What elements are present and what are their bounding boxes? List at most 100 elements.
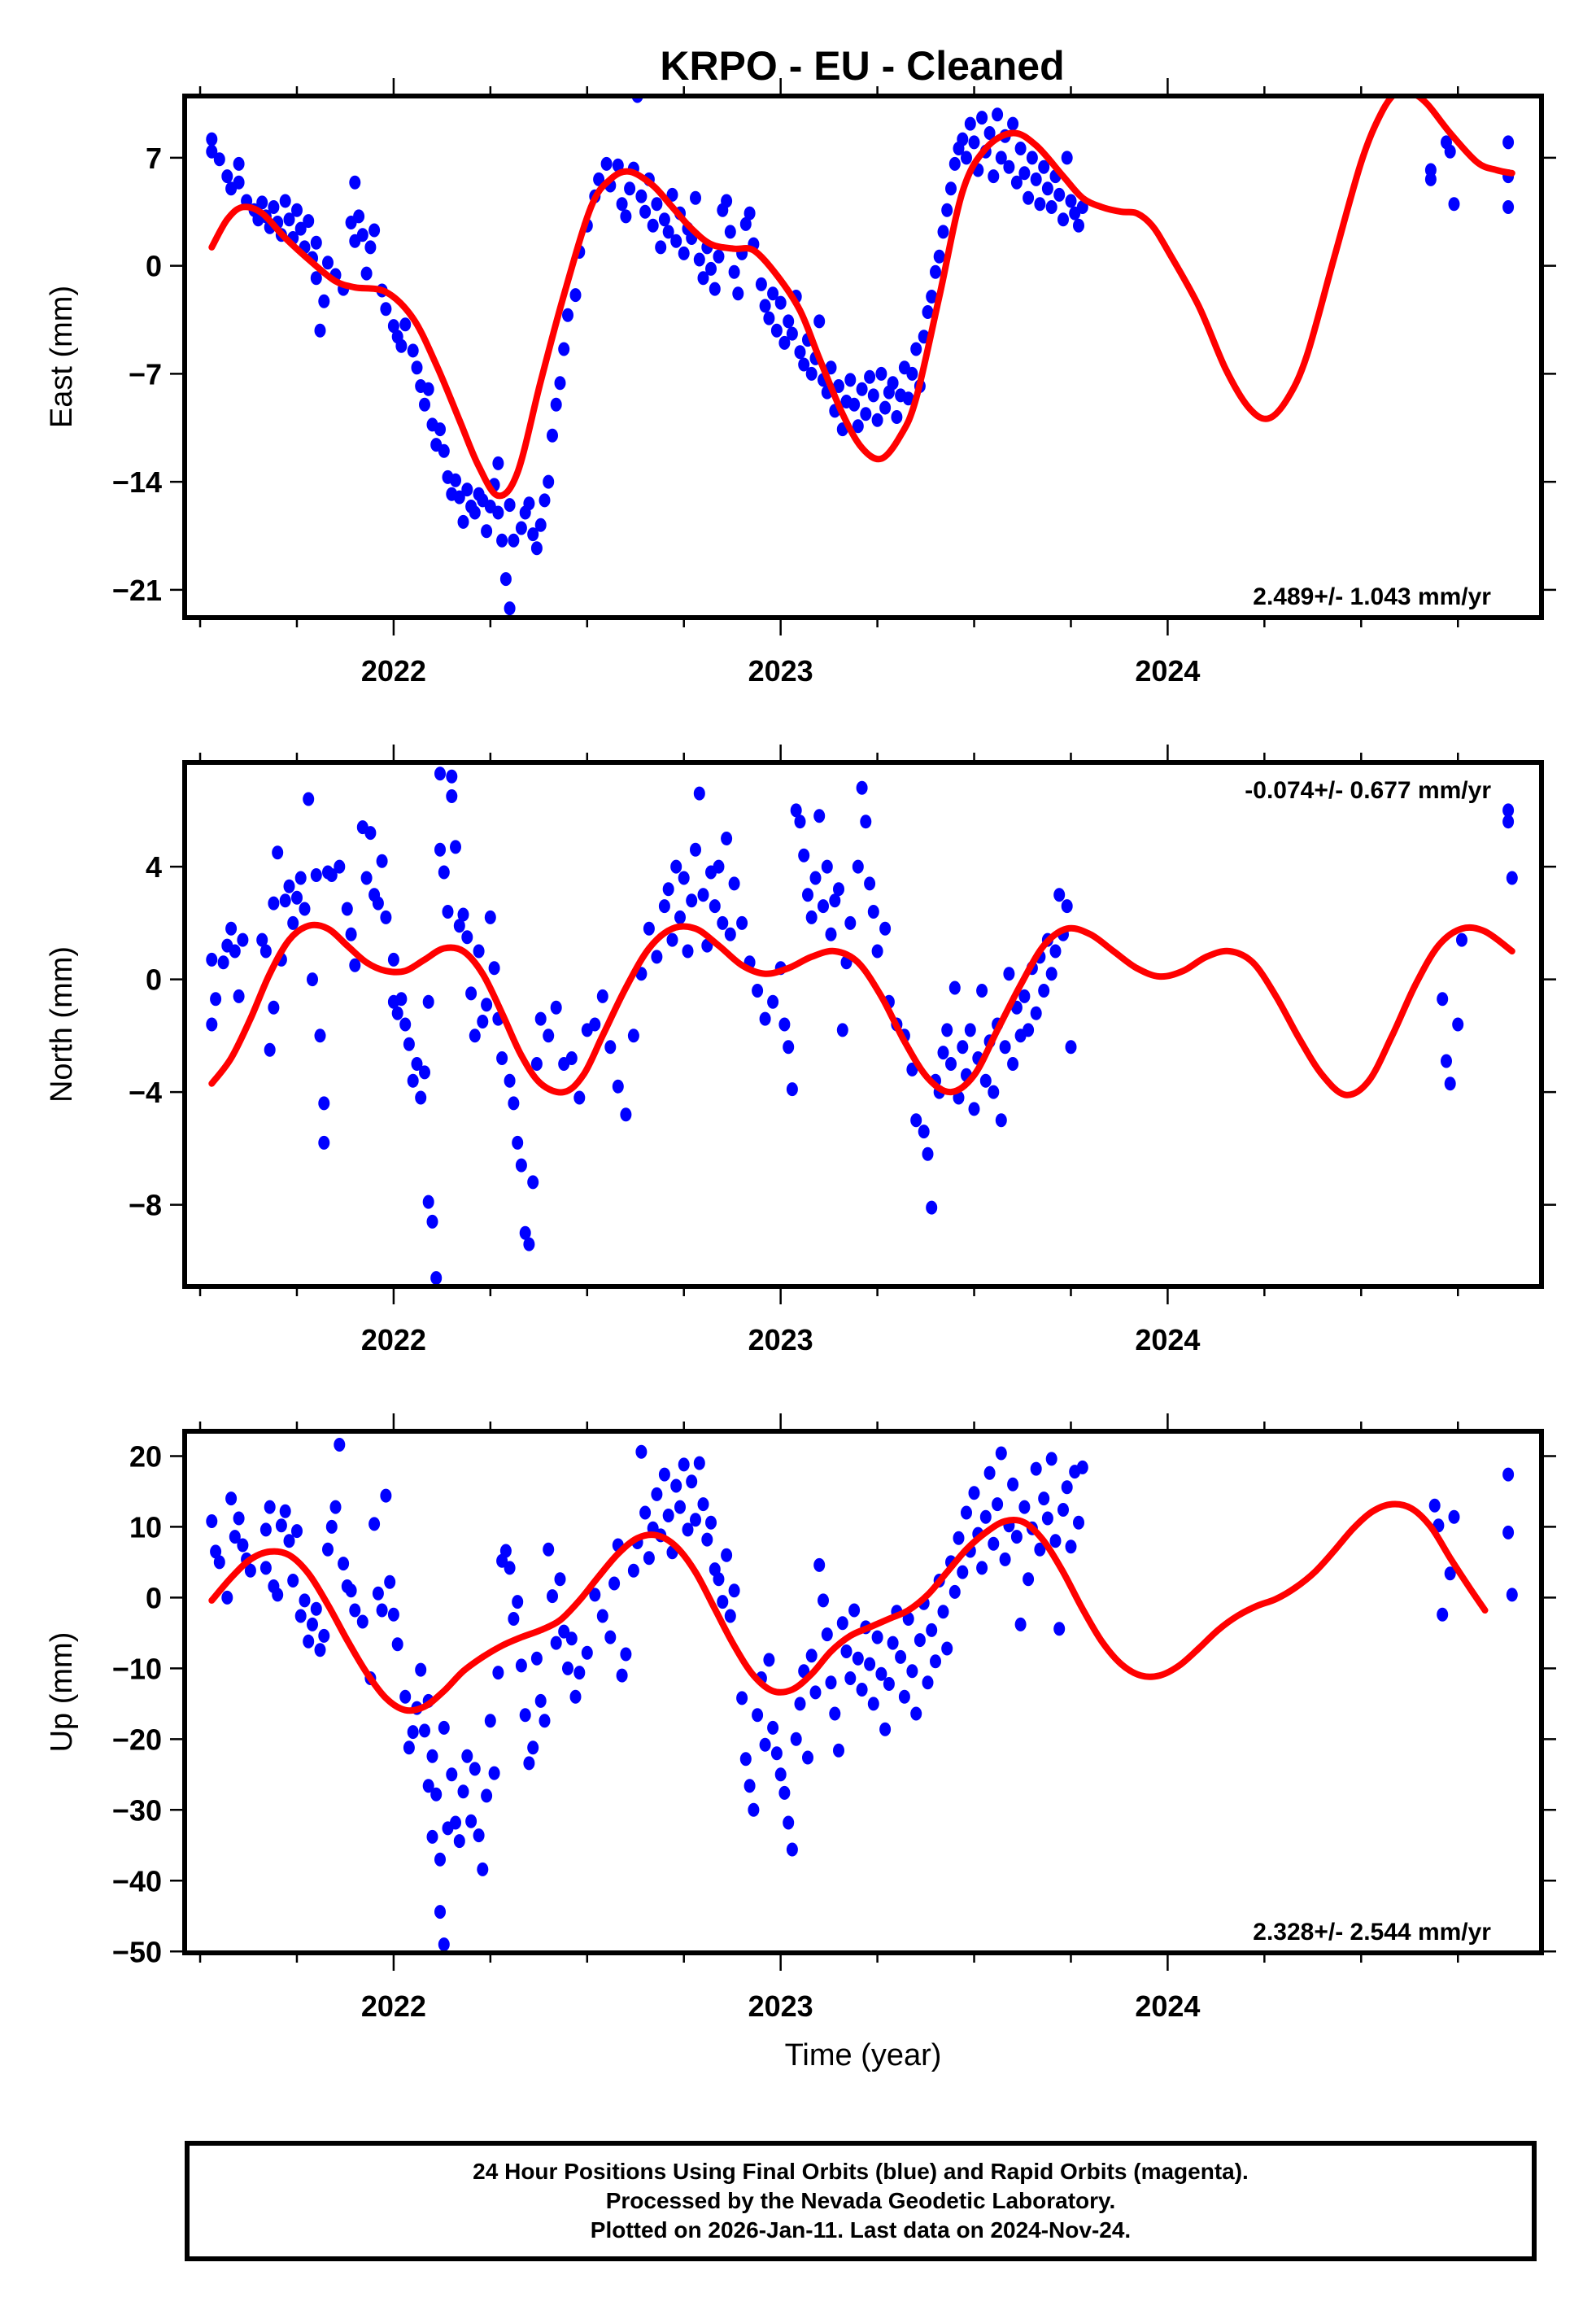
up-data-point [728, 1583, 740, 1598]
north-data-point [871, 944, 883, 959]
up-data-point [992, 1497, 1004, 1512]
east-data-point [616, 197, 628, 212]
east-data-point [690, 190, 701, 205]
up-data-point [345, 1583, 357, 1598]
up-data-point [759, 1737, 771, 1752]
east-model-curve [208, 96, 1515, 500]
north-data-point [786, 1082, 798, 1097]
north-data-point [349, 958, 361, 972]
east-data-point [848, 397, 861, 412]
up-data-point [221, 1590, 233, 1605]
north-data-point [682, 944, 694, 959]
up-data-point [979, 1509, 992, 1524]
north-data-point [530, 1057, 543, 1071]
up-data-point [844, 1671, 857, 1685]
east-data-point [539, 493, 551, 508]
north-data-point [1444, 1077, 1456, 1091]
north-ytick-label: 0 [146, 963, 162, 997]
north-data-point [1003, 967, 1015, 981]
east-data-point [268, 200, 280, 214]
up-data-point [833, 1743, 844, 1758]
north-data-point [450, 840, 461, 854]
east-data-point [206, 144, 218, 159]
up-data-point [682, 1522, 694, 1537]
up-data-point [291, 1524, 303, 1539]
east-xtick-label: 2023 [748, 654, 813, 688]
up-data-point [643, 1551, 655, 1566]
north-data-point [678, 871, 690, 885]
east-data-point [1053, 187, 1066, 202]
up-data-point [446, 1767, 458, 1782]
north-data-point [573, 1090, 586, 1105]
north-data-point [752, 984, 764, 998]
north-data-point [279, 893, 291, 908]
north-data-point [237, 932, 249, 947]
up-data-point [721, 1548, 733, 1562]
north-data-point [829, 893, 841, 908]
east-data-point [310, 235, 322, 250]
up-data-point [825, 1675, 837, 1690]
east-data-point [527, 527, 539, 542]
east-data-point [1061, 151, 1073, 165]
up-data-point [325, 1519, 338, 1534]
up-data-point [279, 1504, 291, 1518]
north-data-point [864, 876, 876, 891]
up-data-point [1065, 1540, 1077, 1554]
north-data-point [372, 896, 384, 911]
east-data-point [450, 473, 461, 487]
north-data-point [937, 1046, 949, 1060]
footer-caption-box: 24 Hour Positions Using Final Orbits (bl… [185, 2141, 1537, 2261]
up-data-point [259, 1522, 272, 1537]
up-data-point [419, 1723, 430, 1738]
east-data-point [481, 524, 493, 539]
east-data-point [961, 151, 972, 165]
north-data-point [1038, 984, 1050, 998]
east-frame [182, 94, 1544, 620]
north-data-point [721, 832, 733, 845]
up-data-point [961, 1505, 972, 1520]
up-data-point [821, 1627, 833, 1642]
north-data-point [473, 944, 485, 959]
up-ytick-label: −40 [112, 1864, 162, 1898]
up-data-point [604, 1630, 617, 1644]
up-data-point [244, 1563, 256, 1578]
east-data-point [739, 216, 752, 231]
east-data-point [1026, 151, 1038, 165]
east-data-point [922, 305, 934, 319]
east-data-point [774, 295, 787, 310]
up-data-point [481, 1788, 493, 1803]
east-data-point [496, 533, 508, 548]
north-data-point [836, 1023, 848, 1037]
up-data-point [1502, 1467, 1515, 1482]
north-data-point [910, 1113, 922, 1128]
up-data-point [523, 1756, 535, 1771]
north-data-point [805, 910, 818, 924]
up-data-point [461, 1749, 473, 1763]
up-data-point [1034, 1542, 1046, 1557]
up-data-point [639, 1505, 652, 1520]
up-data-point [748, 1802, 760, 1817]
up-data-point [770, 1746, 783, 1761]
north-data-point [430, 1271, 443, 1286]
north-data-point [364, 826, 377, 841]
north-data-point [380, 910, 392, 924]
east-data-point [322, 255, 334, 270]
north-data-point [941, 1023, 953, 1037]
east-data-point [728, 264, 740, 279]
up-data-point [237, 1538, 249, 1553]
up-data-point [527, 1740, 539, 1755]
up-data-point [387, 1607, 399, 1622]
north-data-point [446, 769, 458, 784]
up-data-point [314, 1643, 326, 1657]
north-ytick-label: −4 [129, 1076, 162, 1109]
north-data-point [422, 994, 434, 1009]
east-data-point [1007, 116, 1019, 131]
north-data-point [860, 815, 872, 829]
east-data-point [206, 132, 218, 146]
north-data-point [1437, 992, 1449, 1007]
east-data-point [356, 228, 368, 242]
east-data-point [399, 317, 412, 332]
up-data-point [287, 1574, 299, 1588]
east-data-point [349, 175, 361, 190]
east-data-point [530, 541, 543, 556]
